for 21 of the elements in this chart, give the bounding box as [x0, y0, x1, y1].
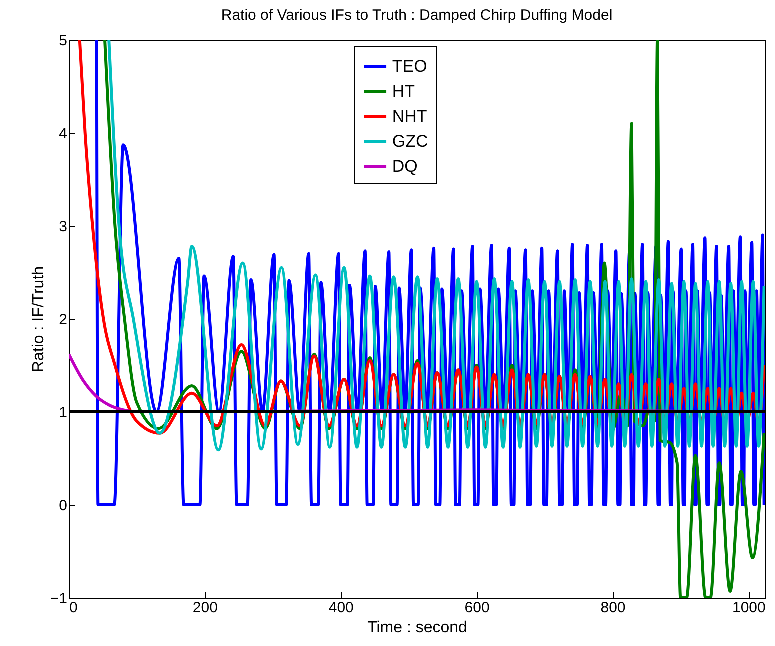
legend-label: NHT [392, 107, 428, 126]
x-tick-label: 800 [600, 600, 626, 616]
x-tick-label: 400 [328, 600, 354, 616]
x-axis-title: Time : second [368, 620, 468, 636]
chart-title: Ratio of Various IFs to Truth : Damped Chirp Duffing Model [221, 7, 613, 24]
y-tick-label: 1 [59, 404, 68, 422]
y-axis-title: Ratio : IF/Truth [30, 266, 48, 373]
legend-label: TEO [392, 57, 428, 76]
y-tick-label: −1 [50, 590, 68, 608]
x-tick-label: 600 [464, 600, 490, 616]
y-tick-label: 0 [59, 498, 68, 514]
legend-label: DQ [392, 157, 418, 176]
y-tick-label: 5 [59, 32, 68, 50]
y-tick-label: 2 [59, 312, 68, 328]
x-tick-label: 1000 [732, 600, 766, 616]
y-tick-label: 3 [59, 218, 68, 236]
x-tick-label: 200 [192, 600, 218, 616]
legend-label: HT [392, 82, 416, 101]
x-tick-label: 0 [70, 600, 78, 616]
y-tick-label: 4 [59, 126, 68, 142]
legend-label: GZC [392, 132, 428, 151]
